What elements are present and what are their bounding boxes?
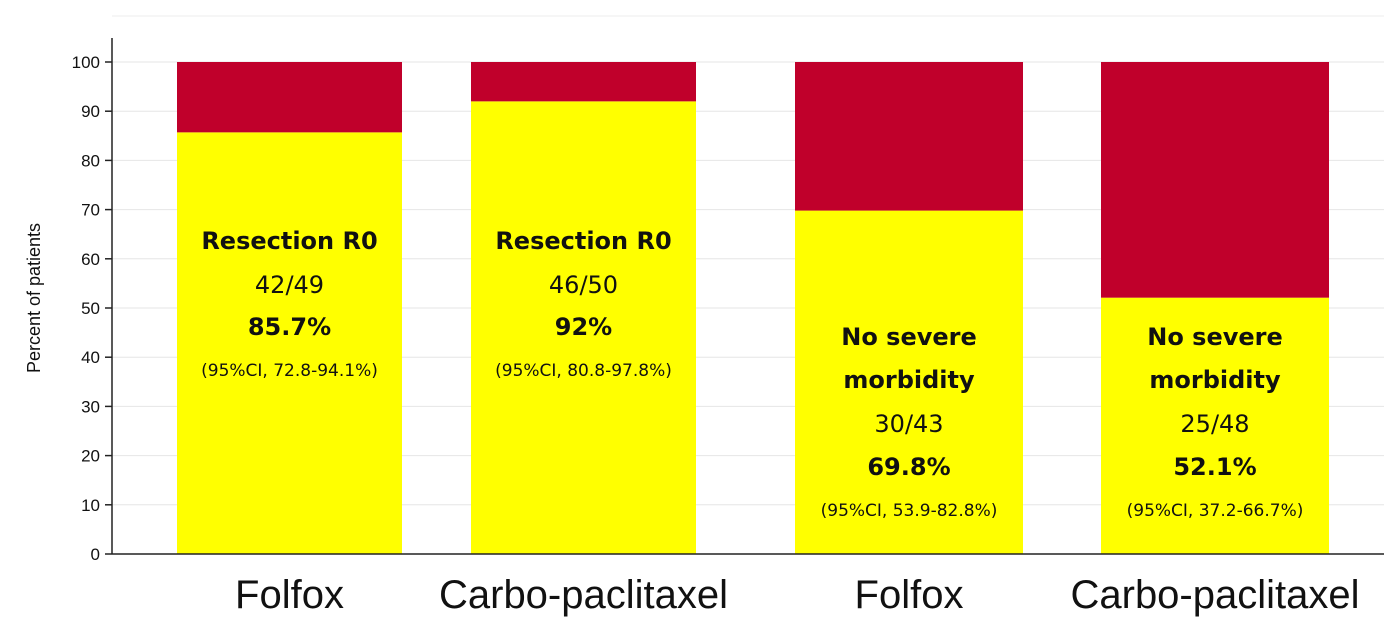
y-tick-label: 100 (72, 53, 100, 72)
bar-labels: Resection R0 42/49 85.7% (95%CI, 72.8-94.1%… (201, 227, 1303, 521)
y-tick-label: 90 (81, 102, 100, 121)
y-tick-label: 10 (81, 496, 100, 515)
bar-annotation-percent: 85.7% (248, 313, 331, 341)
bar-segment-favorable (177, 132, 402, 554)
bar-annotation-percent: 52.1% (1173, 453, 1256, 481)
bar-annotation-ci: (95%CI, 80.8-97.8%) (495, 361, 672, 381)
y-tick-label: 60 (81, 250, 100, 269)
bar-segment-remainder (795, 62, 1023, 211)
bar-annotation-title: Resection R0 (495, 227, 671, 255)
y-tick-label: 50 (81, 299, 100, 318)
x-category-label: Carbo-paclitaxel (439, 573, 728, 617)
bar-annotation-ci: (95%CI, 72.8-94.1%) (201, 361, 378, 381)
bar-annotation-percent: 92% (555, 313, 612, 341)
x-category-label: Folfox (235, 573, 344, 617)
bar-annotation-title: No severe (1147, 323, 1283, 351)
bar-annotation-fraction: 30/43 (874, 410, 943, 438)
bar-annotation-title: morbidity (1149, 366, 1281, 394)
bar-annotation-title: No severe (841, 323, 977, 351)
x-category-label: Carbo-paclitaxel (1070, 573, 1359, 617)
bar-annotation-ci: (95%CI, 53.9-82.8%) (821, 501, 998, 521)
bar-annotation-percent: 69.8% (867, 453, 950, 481)
bar-annotation-ci: (95%CI, 37.2-66.7%) (1127, 501, 1304, 521)
y-tick-label: 80 (81, 151, 100, 170)
axes: 0 10 20 30 40 50 60 70 80 90 100 Folfox Carbo-paclit… (72, 38, 1384, 617)
bar-annotation-fraction: 42/49 (255, 271, 324, 299)
y-tick-label: 70 (81, 201, 100, 220)
bar-segment-favorable (471, 101, 696, 555)
bars (177, 62, 1329, 555)
x-category-label: Folfox (855, 573, 964, 617)
y-tick-label: 20 (81, 447, 100, 466)
bar-annotation-title: morbidity (843, 366, 975, 394)
bar-annotation-fraction: 46/50 (549, 271, 618, 299)
y-tick-label: 30 (81, 397, 100, 416)
bar-segment-remainder (471, 62, 696, 102)
bar-segment-favorable (1101, 297, 1329, 554)
bar-segment-favorable (795, 210, 1023, 555)
y-axis-label: Percent of patients (24, 223, 44, 373)
y-tick-label: 40 (81, 348, 100, 367)
bar-annotation-fraction: 25/48 (1180, 410, 1249, 438)
bar-annotation-title: Resection R0 (201, 227, 377, 255)
bar-segment-remainder (1101, 62, 1329, 298)
bar-segment-remainder (177, 62, 402, 133)
y-tick-label: 0 (91, 545, 100, 564)
